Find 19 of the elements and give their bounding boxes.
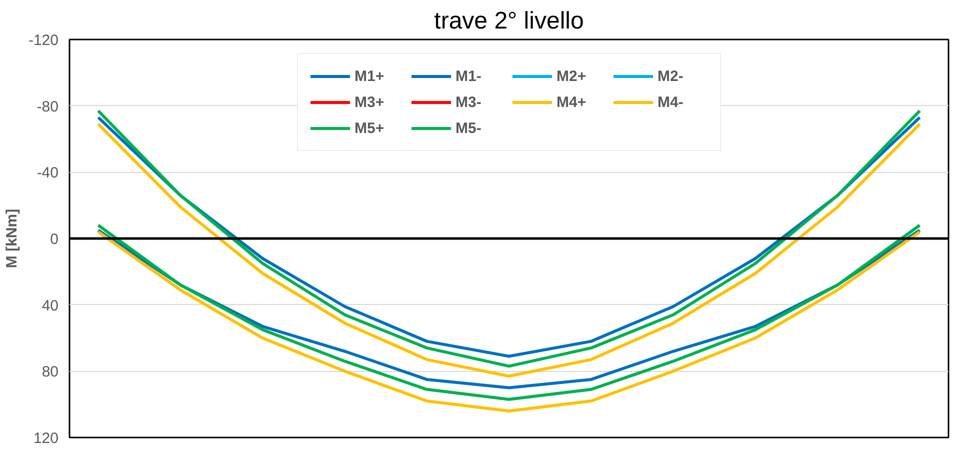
y-tick-label: 0 bbox=[50, 231, 58, 248]
legend-label: M3+ bbox=[354, 94, 386, 110]
legend-label: M1+ bbox=[354, 68, 386, 84]
y-tick-label: -120 bbox=[28, 32, 59, 49]
legend-label: M3- bbox=[456, 94, 482, 110]
y-tick-label: -40 bbox=[36, 164, 59, 182]
legend-label: M4- bbox=[658, 94, 684, 110]
legend-label: M1- bbox=[456, 68, 482, 84]
legend-label: M2+ bbox=[556, 68, 588, 84]
y-tick-label: 40 bbox=[42, 297, 59, 314]
legend-label: M2- bbox=[658, 68, 684, 84]
legend-label: M5+ bbox=[354, 120, 386, 136]
y-tick-label: 80 bbox=[42, 364, 59, 381]
chart-title: trave 2° livello bbox=[434, 8, 584, 34]
legend-label: M4+ bbox=[556, 94, 588, 110]
legend-label: M5- bbox=[456, 120, 482, 136]
y-tick-label: -80 bbox=[36, 98, 59, 116]
y-tick-label: 120 bbox=[33, 430, 59, 447]
y-axis-title: M [kNm] bbox=[3, 208, 20, 268]
